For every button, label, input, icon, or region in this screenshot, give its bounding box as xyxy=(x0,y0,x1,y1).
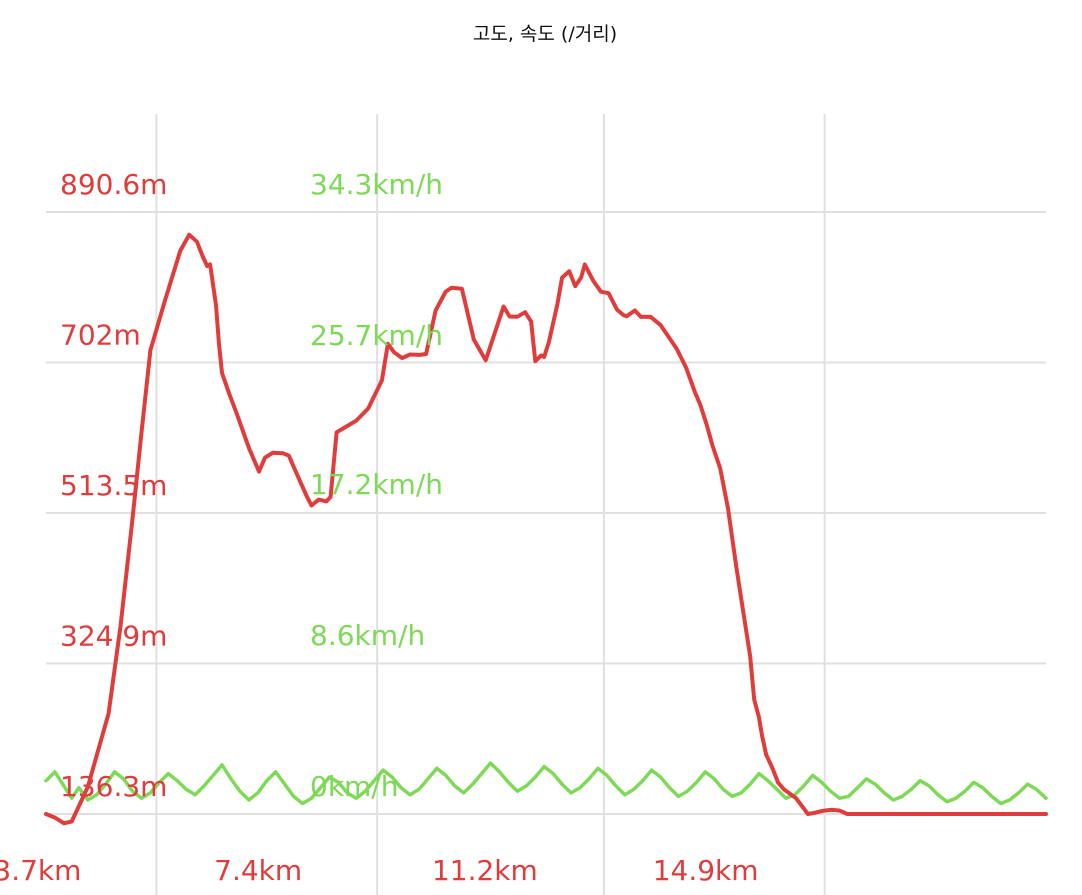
x-tick-label: 7.4km xyxy=(214,854,302,887)
speed-tick-label: 0km/h xyxy=(310,770,398,803)
horizontal-grid xyxy=(46,211,1046,815)
vertical-grid xyxy=(155,114,826,895)
series-layer xyxy=(44,232,1048,826)
elevation-tick-label: 513.5m xyxy=(60,469,167,502)
speed-tick-label: 25.7km/h xyxy=(310,319,443,352)
speed-tick-label: 34.3km/h xyxy=(310,168,443,201)
speed-tick-labels: 0km/h 8.6km/h 17.2km/h 25.7km/h 34.3km/h xyxy=(310,168,443,803)
x-tick-label: 3.7km xyxy=(0,854,81,887)
x-tick-label: 14.9km xyxy=(653,854,759,887)
elevation-tick-label: 136.3m xyxy=(60,770,167,803)
elevation-tick-label: 702m xyxy=(60,319,141,352)
x-tick-labels: 3.7km 7.4km 11.2km 14.9km xyxy=(0,854,759,887)
x-tick-label: 11.2km xyxy=(432,854,538,887)
elevation-tick-labels: 136.3m 324.9m 513.5m 702m 890.6m xyxy=(60,168,167,803)
speed-tick-label: 8.6km/h xyxy=(310,619,425,652)
chart-title: 고도, 속도 (/거리) xyxy=(473,23,617,45)
elevation-tick-label: 890.6m xyxy=(60,168,167,201)
elevation-line xyxy=(44,232,1048,826)
speed-tick-label: 17.2km/h xyxy=(310,468,443,501)
speed-line xyxy=(44,761,1048,806)
elevation-tick-label: 324.9m xyxy=(60,619,167,652)
